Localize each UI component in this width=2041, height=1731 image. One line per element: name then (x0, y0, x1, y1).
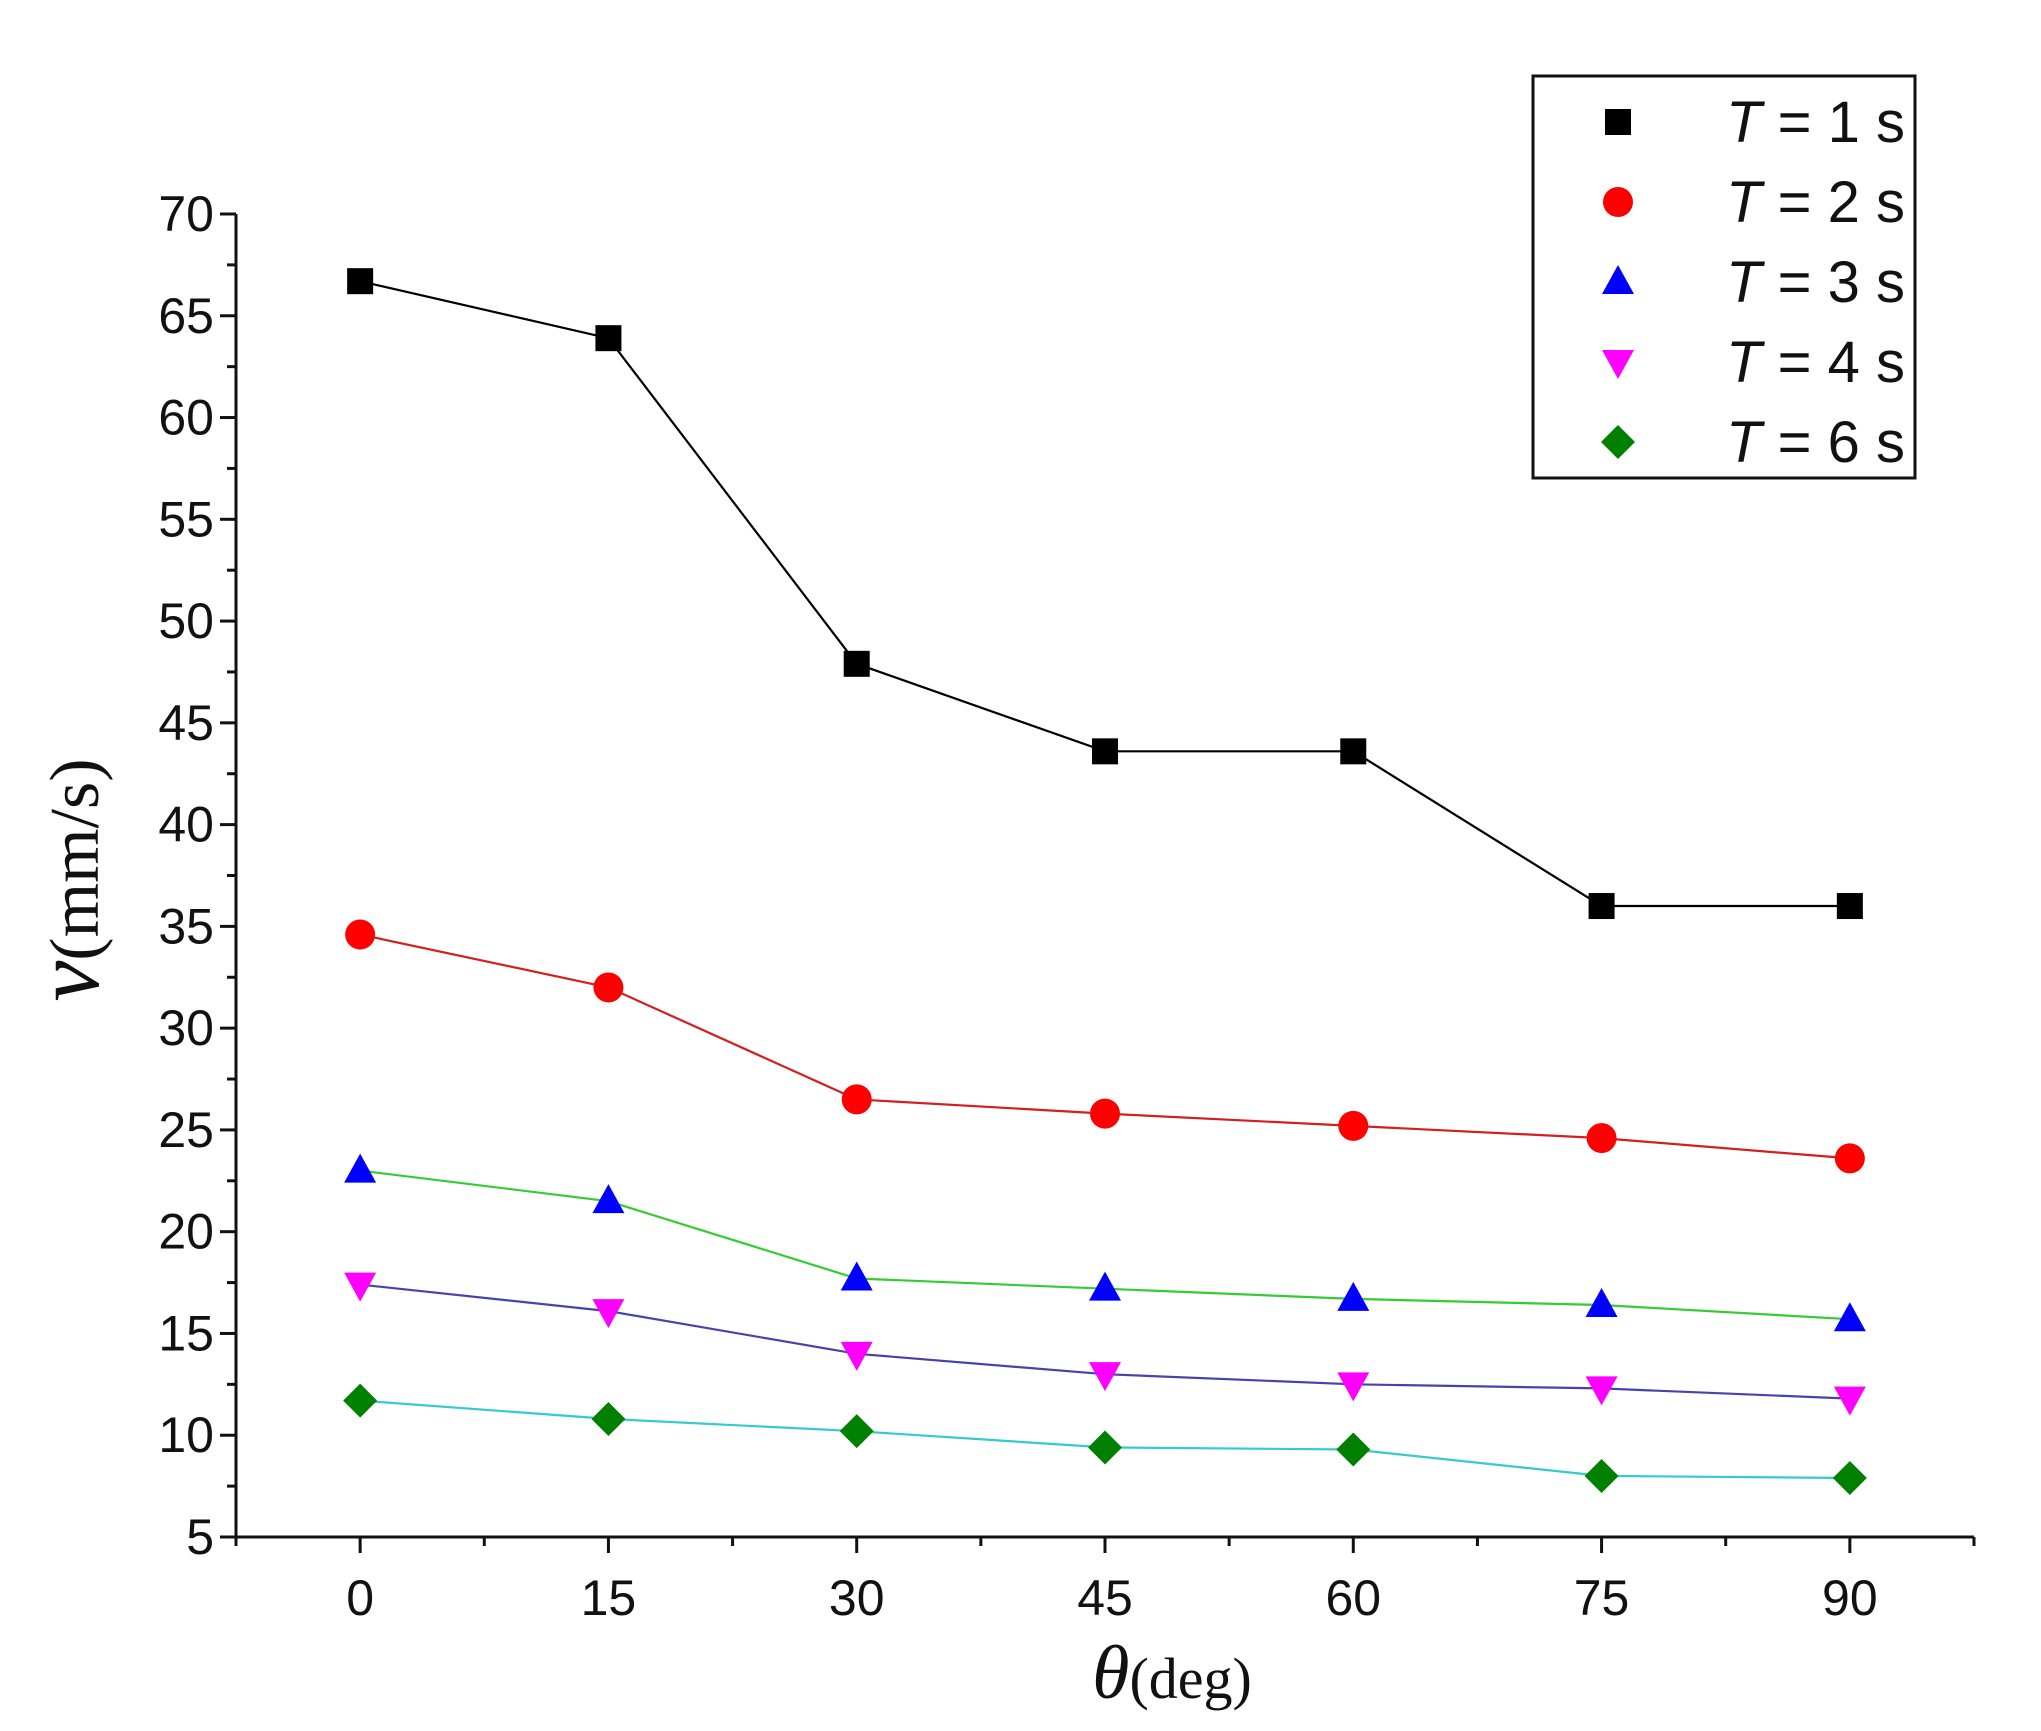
y-tick-label: 40 (158, 797, 214, 853)
data-point-series-1 (1092, 738, 1118, 765)
legend-label-value: = 3 s (1762, 250, 1905, 315)
data-point-series-2 (1338, 1110, 1369, 1141)
data-point-series-4 (1337, 1372, 1370, 1402)
data-point-series-5 (1088, 1430, 1122, 1465)
y-tick-label: 35 (158, 898, 214, 954)
data-point-series-2 (593, 972, 624, 1003)
data-point-series-4 (1089, 1362, 1121, 1392)
y-tick-label: 50 (158, 593, 214, 649)
data-point-series-4 (344, 1272, 377, 1302)
legend-label-value: = 1 s (1762, 90, 1905, 155)
legend-label-3: T = 3 s (1726, 250, 1905, 315)
legend-label-2: T = 2 s (1726, 170, 1905, 235)
data-point-series-4 (592, 1299, 625, 1329)
legend-label-symbol: T (1726, 170, 1765, 235)
y-tick-label: 15 (158, 1305, 214, 1361)
data-point-series-1 (347, 268, 374, 295)
legend-box (1531, 74, 1917, 480)
x-tick-label: 15 (581, 1570, 637, 1626)
x-tick-label: 90 (1822, 1570, 1878, 1626)
data-point-series-2 (345, 919, 376, 950)
legend: T = 1 sT = 2 sT = 3 sT = 4 sT = 6 s (1531, 74, 1917, 480)
legend-label-symbol: T (1726, 90, 1765, 155)
legend-label-value: = 2 s (1762, 170, 1905, 235)
data-point-series-5 (343, 1383, 378, 1418)
data-point-series-2 (841, 1084, 872, 1115)
data-point-series-5 (1584, 1458, 1619, 1493)
y-tick-label: 60 (158, 390, 214, 446)
x-axis-title: θ(deg) (1092, 1631, 1252, 1715)
data-point-series-3 (592, 1184, 625, 1214)
y-axis-unit: (mm/s) (37, 758, 114, 960)
y-tick-label: 55 (158, 491, 214, 547)
y-tick-label: 65 (158, 288, 214, 344)
data-point-series-3 (1833, 1302, 1866, 1332)
series-markers-group (343, 268, 1867, 1495)
data-point-series-4 (1585, 1376, 1618, 1406)
data-point-series-1 (1836, 893, 1863, 920)
data-point-series-1 (595, 325, 622, 352)
data-point-series-1 (1588, 893, 1615, 920)
data-point-series-2 (1586, 1123, 1617, 1154)
y-tick-label: 70 (158, 186, 214, 242)
legend-label-1: T = 1 s (1726, 90, 1905, 155)
y-tick-label: 30 (158, 1000, 214, 1056)
x-tick-label: 45 (1077, 1570, 1133, 1626)
y-axis-symbol: v (16, 961, 118, 1002)
legend-marker-5 (1601, 425, 1635, 459)
legend-label-symbol: T (1726, 330, 1765, 395)
legend-marker-1 (1605, 109, 1631, 135)
data-point-series-3 (1089, 1271, 1121, 1301)
data-point-series-5 (1336, 1432, 1371, 1467)
data-point-series-1 (843, 650, 870, 677)
data-point-series-1 (1340, 738, 1367, 765)
data-point-series-2 (1834, 1143, 1865, 1174)
data-point-series-5 (839, 1414, 874, 1449)
data-point-series-4 (1833, 1386, 1866, 1416)
x-tick-label: 30 (829, 1570, 885, 1626)
legend-label-value: = 4 s (1762, 330, 1905, 395)
legend-marker-4 (1602, 350, 1634, 379)
data-point-series-3 (344, 1153, 377, 1183)
legend-label-symbol: T (1726, 410, 1765, 475)
legend-marker-2 (1603, 187, 1633, 217)
x-tick-label: 0 (346, 1570, 374, 1626)
data-point-series-3 (840, 1261, 873, 1291)
data-point-series-3 (1585, 1287, 1618, 1317)
data-point-series-3 (1337, 1281, 1370, 1311)
tick-group: 5 10 15 20 25 30 35 40 45 50 55 60 65 70 0 15 30 45 60 75 90 (158, 186, 1976, 1626)
y-tick-label: 10 (158, 1407, 214, 1463)
data-point-series-2 (1090, 1098, 1120, 1129)
legend-label-5: T = 6 s (1726, 410, 1905, 475)
y-axis-title: v(mm/s) (16, 758, 118, 1001)
y-tick-label: 25 (158, 1102, 214, 1158)
x-tick-label: 60 (1325, 1570, 1381, 1626)
y-tick-label: 20 (158, 1204, 214, 1260)
x-tick-label: 75 (1574, 1570, 1630, 1626)
legend-label-4: T = 4 s (1726, 330, 1905, 395)
data-point-series-5 (591, 1401, 626, 1436)
legend-marker-3 (1602, 265, 1634, 294)
legend-label-symbol: T (1726, 250, 1765, 315)
y-tick-label: 5 (186, 1509, 214, 1565)
x-axis-unit: (deg) (1129, 1646, 1251, 1711)
data-point-series-5 (1832, 1460, 1867, 1495)
data-point-series-4 (840, 1341, 873, 1371)
legend-label-value: = 6 s (1762, 410, 1905, 475)
x-axis-symbol: θ (1092, 1631, 1129, 1715)
y-tick-label: 45 (158, 695, 214, 751)
axis-titles-group: v(mm/s) θ(deg) (16, 758, 1252, 1715)
